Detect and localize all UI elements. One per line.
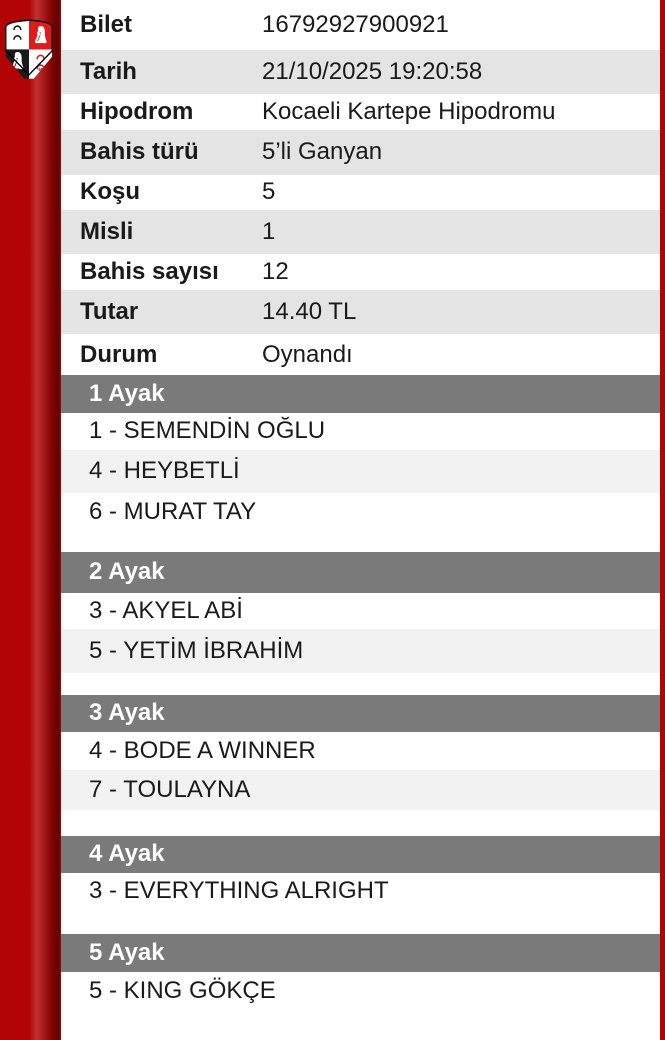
svg-text:19: 19: [15, 67, 20, 72]
svg-text:50: 50: [38, 67, 43, 72]
